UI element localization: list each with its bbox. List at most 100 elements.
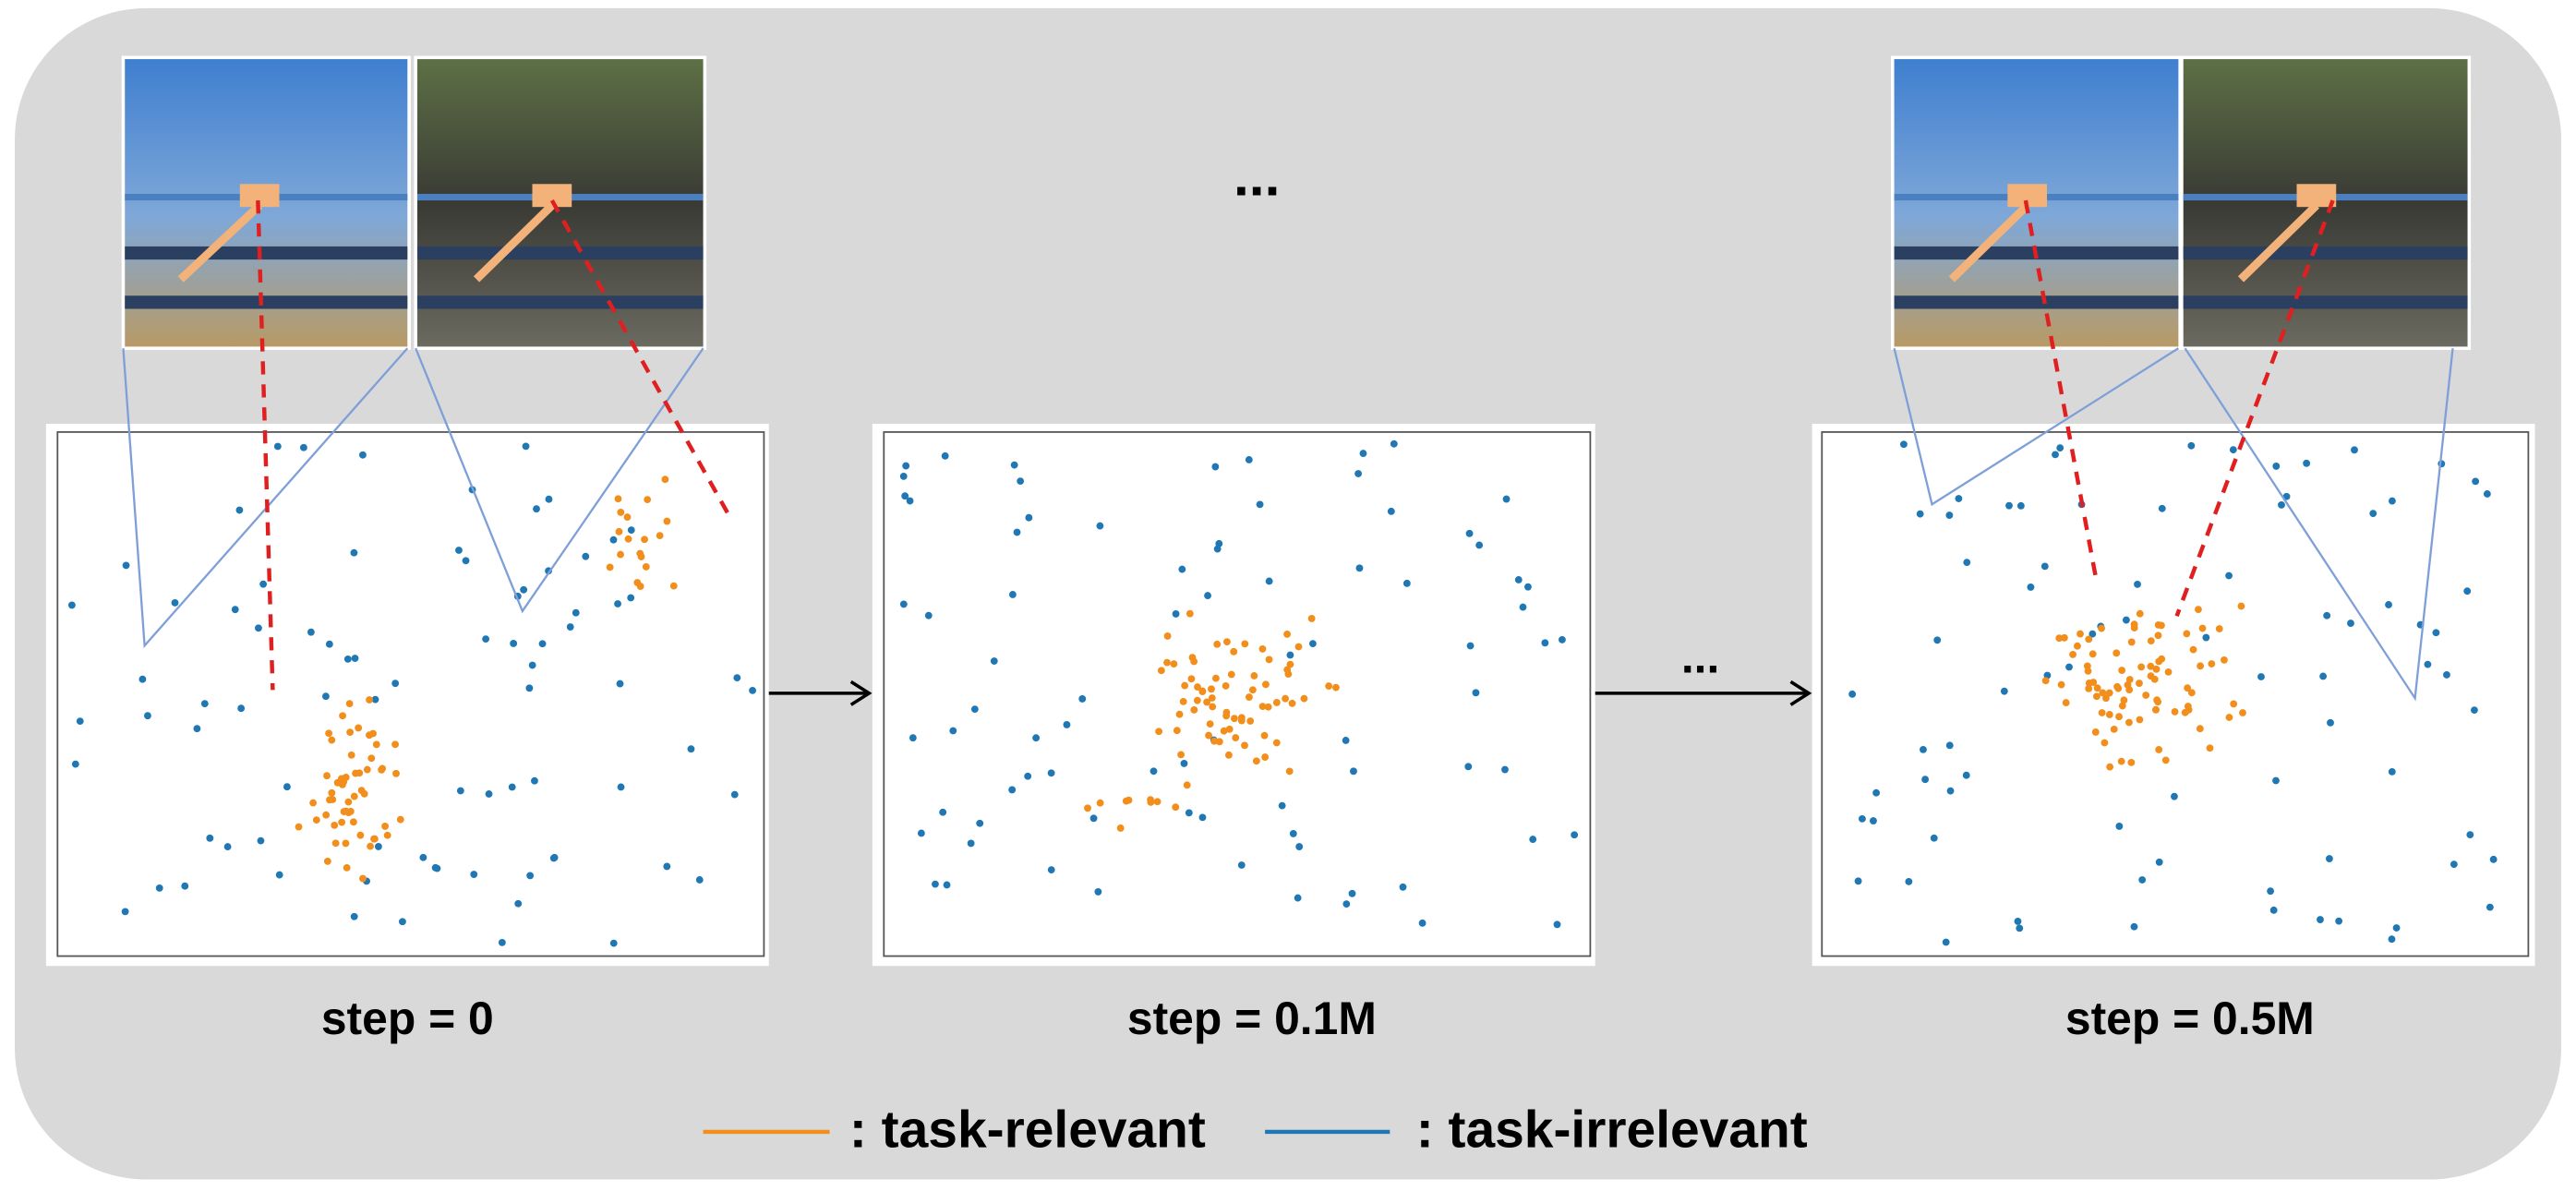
dot: [932, 880, 939, 888]
dot: [1181, 681, 1189, 690]
dot: [1089, 814, 1098, 823]
dot: [1920, 745, 1927, 753]
dot: [2385, 601, 2392, 608]
dot: [924, 611, 933, 620]
dot: [331, 821, 339, 829]
dot: [307, 628, 315, 636]
dot: [67, 601, 76, 609]
dot: [2155, 657, 2163, 666]
dot: [1465, 529, 1474, 537]
dot: [2257, 673, 2265, 680]
dot: [1186, 609, 1194, 618]
dot: [343, 655, 352, 663]
dot: [1962, 771, 1970, 779]
panel-border: [56, 431, 765, 957]
dot: [2040, 562, 2049, 571]
dot: [1501, 765, 1509, 774]
dot: [1222, 712, 1231, 720]
dot: [2325, 855, 2333, 862]
panel-label: step = 0: [321, 992, 494, 1044]
dot: [2057, 680, 2065, 689]
dot: [669, 582, 678, 590]
dot: [2269, 906, 2278, 914]
dot: [1258, 703, 1267, 711]
dot: [2198, 624, 2207, 632]
dot: [349, 818, 357, 826]
ellipsis: ...: [1681, 631, 1720, 682]
dot: [2171, 707, 2179, 716]
dot: [366, 696, 373, 704]
dot: [2130, 922, 2138, 931]
dot: [616, 680, 624, 688]
dot: [363, 765, 371, 774]
dot: [1215, 539, 1223, 547]
dot: [2303, 459, 2311, 467]
dot: [624, 535, 632, 543]
dot: [1294, 643, 1303, 651]
dot: [2136, 680, 2143, 687]
dot: [609, 939, 618, 947]
dot: [206, 834, 214, 842]
dot: [2098, 624, 2105, 632]
dot: [2317, 916, 2324, 923]
dot: [356, 831, 365, 839]
dot: [350, 548, 358, 557]
dot: [1248, 686, 1257, 694]
dot: [2152, 705, 2160, 714]
dot: [1342, 737, 1350, 744]
dot: [1084, 804, 1091, 812]
dot: [2105, 689, 2113, 697]
dot: [1258, 644, 1267, 653]
panel-label: step = 0.5M: [2065, 992, 2315, 1044]
dot: [2389, 497, 2396, 505]
dot: [1204, 592, 1211, 600]
dot: [1096, 799, 1104, 807]
dot: [2115, 823, 2124, 830]
dot: [2062, 699, 2070, 706]
dot: [2215, 625, 2223, 632]
dot: [455, 547, 463, 554]
dot: [1213, 640, 1222, 648]
connectors: [122, 347, 2454, 702]
dot: [2351, 446, 2358, 454]
dot: [1237, 861, 1246, 869]
dot: [1245, 693, 1253, 701]
dot: [396, 815, 404, 824]
dot: [661, 475, 669, 484]
dot: [237, 704, 246, 713]
dot: [283, 783, 291, 791]
dot: [1529, 836, 1537, 844]
dot: [1348, 889, 1356, 897]
thumbnail: [2180, 55, 2472, 350]
dot: [391, 740, 399, 749]
dot: [1153, 798, 1162, 806]
dot: [2016, 501, 2025, 510]
dot: [1208, 685, 1215, 693]
dot: [2016, 924, 2024, 932]
dot: [902, 462, 910, 470]
dot: [1193, 696, 1201, 704]
dot: [328, 788, 336, 797]
dot: [695, 876, 704, 884]
dot: [366, 731, 373, 740]
dot: [2392, 924, 2401, 932]
dot: [370, 835, 378, 843]
dot: [2105, 711, 2113, 718]
dot: [1354, 470, 1362, 477]
dot: [617, 508, 625, 516]
dot: [941, 451, 949, 460]
dot: [355, 724, 363, 732]
dot: [2388, 935, 2396, 944]
dot: [259, 580, 268, 588]
dot: [347, 751, 355, 759]
dot: [200, 700, 209, 708]
dot: [2014, 918, 2022, 925]
dot: [309, 799, 318, 807]
dot: [901, 492, 909, 500]
dot: [2154, 620, 2162, 629]
dot: [1933, 636, 1942, 644]
dot: [520, 585, 528, 594]
dot: [342, 839, 350, 848]
dot: [943, 881, 951, 889]
dot: [1519, 603, 1527, 611]
